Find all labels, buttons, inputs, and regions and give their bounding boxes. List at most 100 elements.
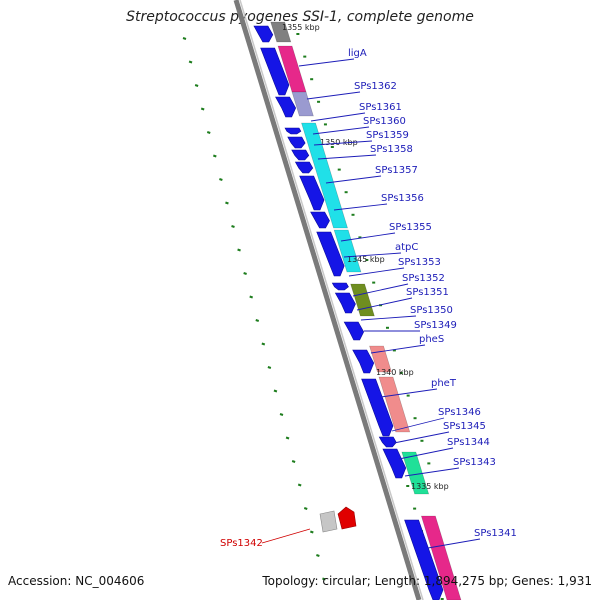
tick-mark [243, 272, 247, 275]
tick-mark [237, 248, 241, 252]
tick-mark [297, 483, 302, 487]
gene-arrow [253, 25, 274, 43]
gene-arrow [378, 436, 397, 448]
category-box [333, 229, 362, 273]
gene-label-sps1360: SPs1360 [363, 116, 406, 127]
tick-mark [316, 554, 320, 557]
label-leader-line [317, 154, 377, 160]
gene-arrow [352, 349, 375, 374]
gene-arrow [334, 292, 356, 314]
gene-labels: ligA SPs1362 SPs1361 SPs1360 SPs1359 SPs1358 S… [220, 48, 517, 549]
tick-mark [303, 507, 308, 510]
gene-arrow [284, 127, 302, 135]
tick-mark [255, 319, 260, 322]
gene-arrow [382, 448, 407, 479]
category-box [350, 283, 375, 317]
tick-mark [231, 225, 235, 228]
tick-mark [285, 436, 290, 440]
gene-label-sps1351: SPs1351 [406, 287, 449, 298]
gene-label-sps1343: SPs1343 [453, 457, 496, 468]
gene-label-sps1362: SPs1362 [354, 81, 397, 92]
genome-backbone-shadow [239, 0, 424, 600]
category-box [301, 122, 348, 229]
label-leader-line [313, 140, 373, 146]
gene-arrow-red [337, 506, 357, 530]
label-leader-line [340, 232, 396, 242]
gene-label-atpc: atpC [395, 242, 418, 253]
tick-mark [200, 107, 205, 111]
gene-label-sps1359: SPs1359 [366, 130, 409, 141]
scale-label: 1335 kbp [411, 482, 449, 491]
gene-label-phes: pheS [419, 334, 444, 345]
gene-label-sps1345: SPs1345 [443, 421, 486, 432]
gene-label-sps1344: SPs1344 [447, 437, 490, 448]
gene-label-sps1350: SPs1350 [410, 305, 453, 316]
gene-label-sps1341: SPs1341 [474, 528, 517, 539]
genome-backbone [233, 0, 422, 600]
category-box [270, 21, 292, 43]
label-leader-line [261, 528, 311, 544]
category-box [378, 376, 411, 433]
tick-mark [212, 154, 217, 158]
scale-labels: 1355 kbp 1350 kbp 1345 kbp 1340 kbp 1335 kbp [282, 23, 449, 491]
label-leader-line [391, 417, 445, 432]
label-leader-line [370, 344, 426, 354]
tick-mark [225, 201, 229, 205]
gene-label-phet: pheT [431, 378, 457, 389]
label-leader-line [310, 112, 366, 122]
label-leader-line [398, 447, 454, 460]
gene-arrow [331, 282, 349, 291]
tick-mark [291, 460, 296, 463]
label-leader-line [348, 267, 405, 277]
gene-arrow [287, 136, 306, 149]
gene-label-sps1358: SPs1358 [370, 144, 413, 155]
gene-arrow [294, 161, 314, 174]
tick-mark [267, 366, 272, 369]
gene-arrow [275, 96, 297, 118]
label-leader-line [360, 315, 417, 321]
label-leader-line [312, 126, 370, 135]
label-leader-line [343, 252, 402, 258]
tick-mark [310, 530, 314, 534]
scale-label: 1355 kbp [282, 23, 320, 32]
gene-arrow [404, 519, 444, 600]
outer-tick-marks [182, 37, 326, 581]
category-box [291, 91, 314, 117]
gene-label-sps1349: SPs1349 [414, 320, 457, 331]
scale-label: 1340 kbp [376, 368, 414, 377]
label-leader-line [380, 388, 438, 398]
tick-mark [322, 577, 326, 581]
tick-mark [182, 37, 187, 40]
gene-label-sps1361: SPs1361 [359, 102, 402, 113]
gene-label-sps1342: SPs1342 [220, 538, 263, 549]
gene-label-sps1346: SPs1346 [438, 407, 481, 418]
gene-arrow [310, 211, 330, 229]
label-leader-line [306, 91, 361, 100]
label-leader-line [427, 538, 481, 549]
gene-arrow [343, 321, 365, 341]
label-leader-line [356, 297, 413, 311]
gene-arrow [316, 231, 345, 277]
label-leader-line [404, 467, 460, 477]
label-leader-line [393, 431, 450, 444]
tick-mark [206, 131, 211, 134]
gene-arrow-grey [319, 510, 338, 533]
scale-label: 1345 kbp [347, 255, 385, 264]
label-leader-line [333, 203, 388, 211]
map-title: Streptococcus pyogenes SSI-1, complete g… [126, 9, 474, 25]
gene-label-liga: ligA [348, 48, 367, 59]
gene-arrow [260, 47, 290, 96]
gene-arrow [361, 378, 394, 437]
tick-mark [219, 178, 223, 181]
gene-arrow [299, 175, 325, 211]
label-leader-line [352, 283, 409, 297]
tick-mark [261, 342, 266, 346]
gene-label-sps1357: SPs1357 [375, 165, 418, 176]
gene-label-sps1352: SPs1352 [402, 273, 445, 284]
category-box [401, 451, 430, 495]
label-leader-line [325, 175, 382, 184]
gene-label-sps1355: SPs1355 [389, 222, 432, 233]
genome-summary-text: Topology: circular; Length: 1,894,275 bp… [262, 574, 592, 588]
tick-mark [249, 295, 254, 299]
